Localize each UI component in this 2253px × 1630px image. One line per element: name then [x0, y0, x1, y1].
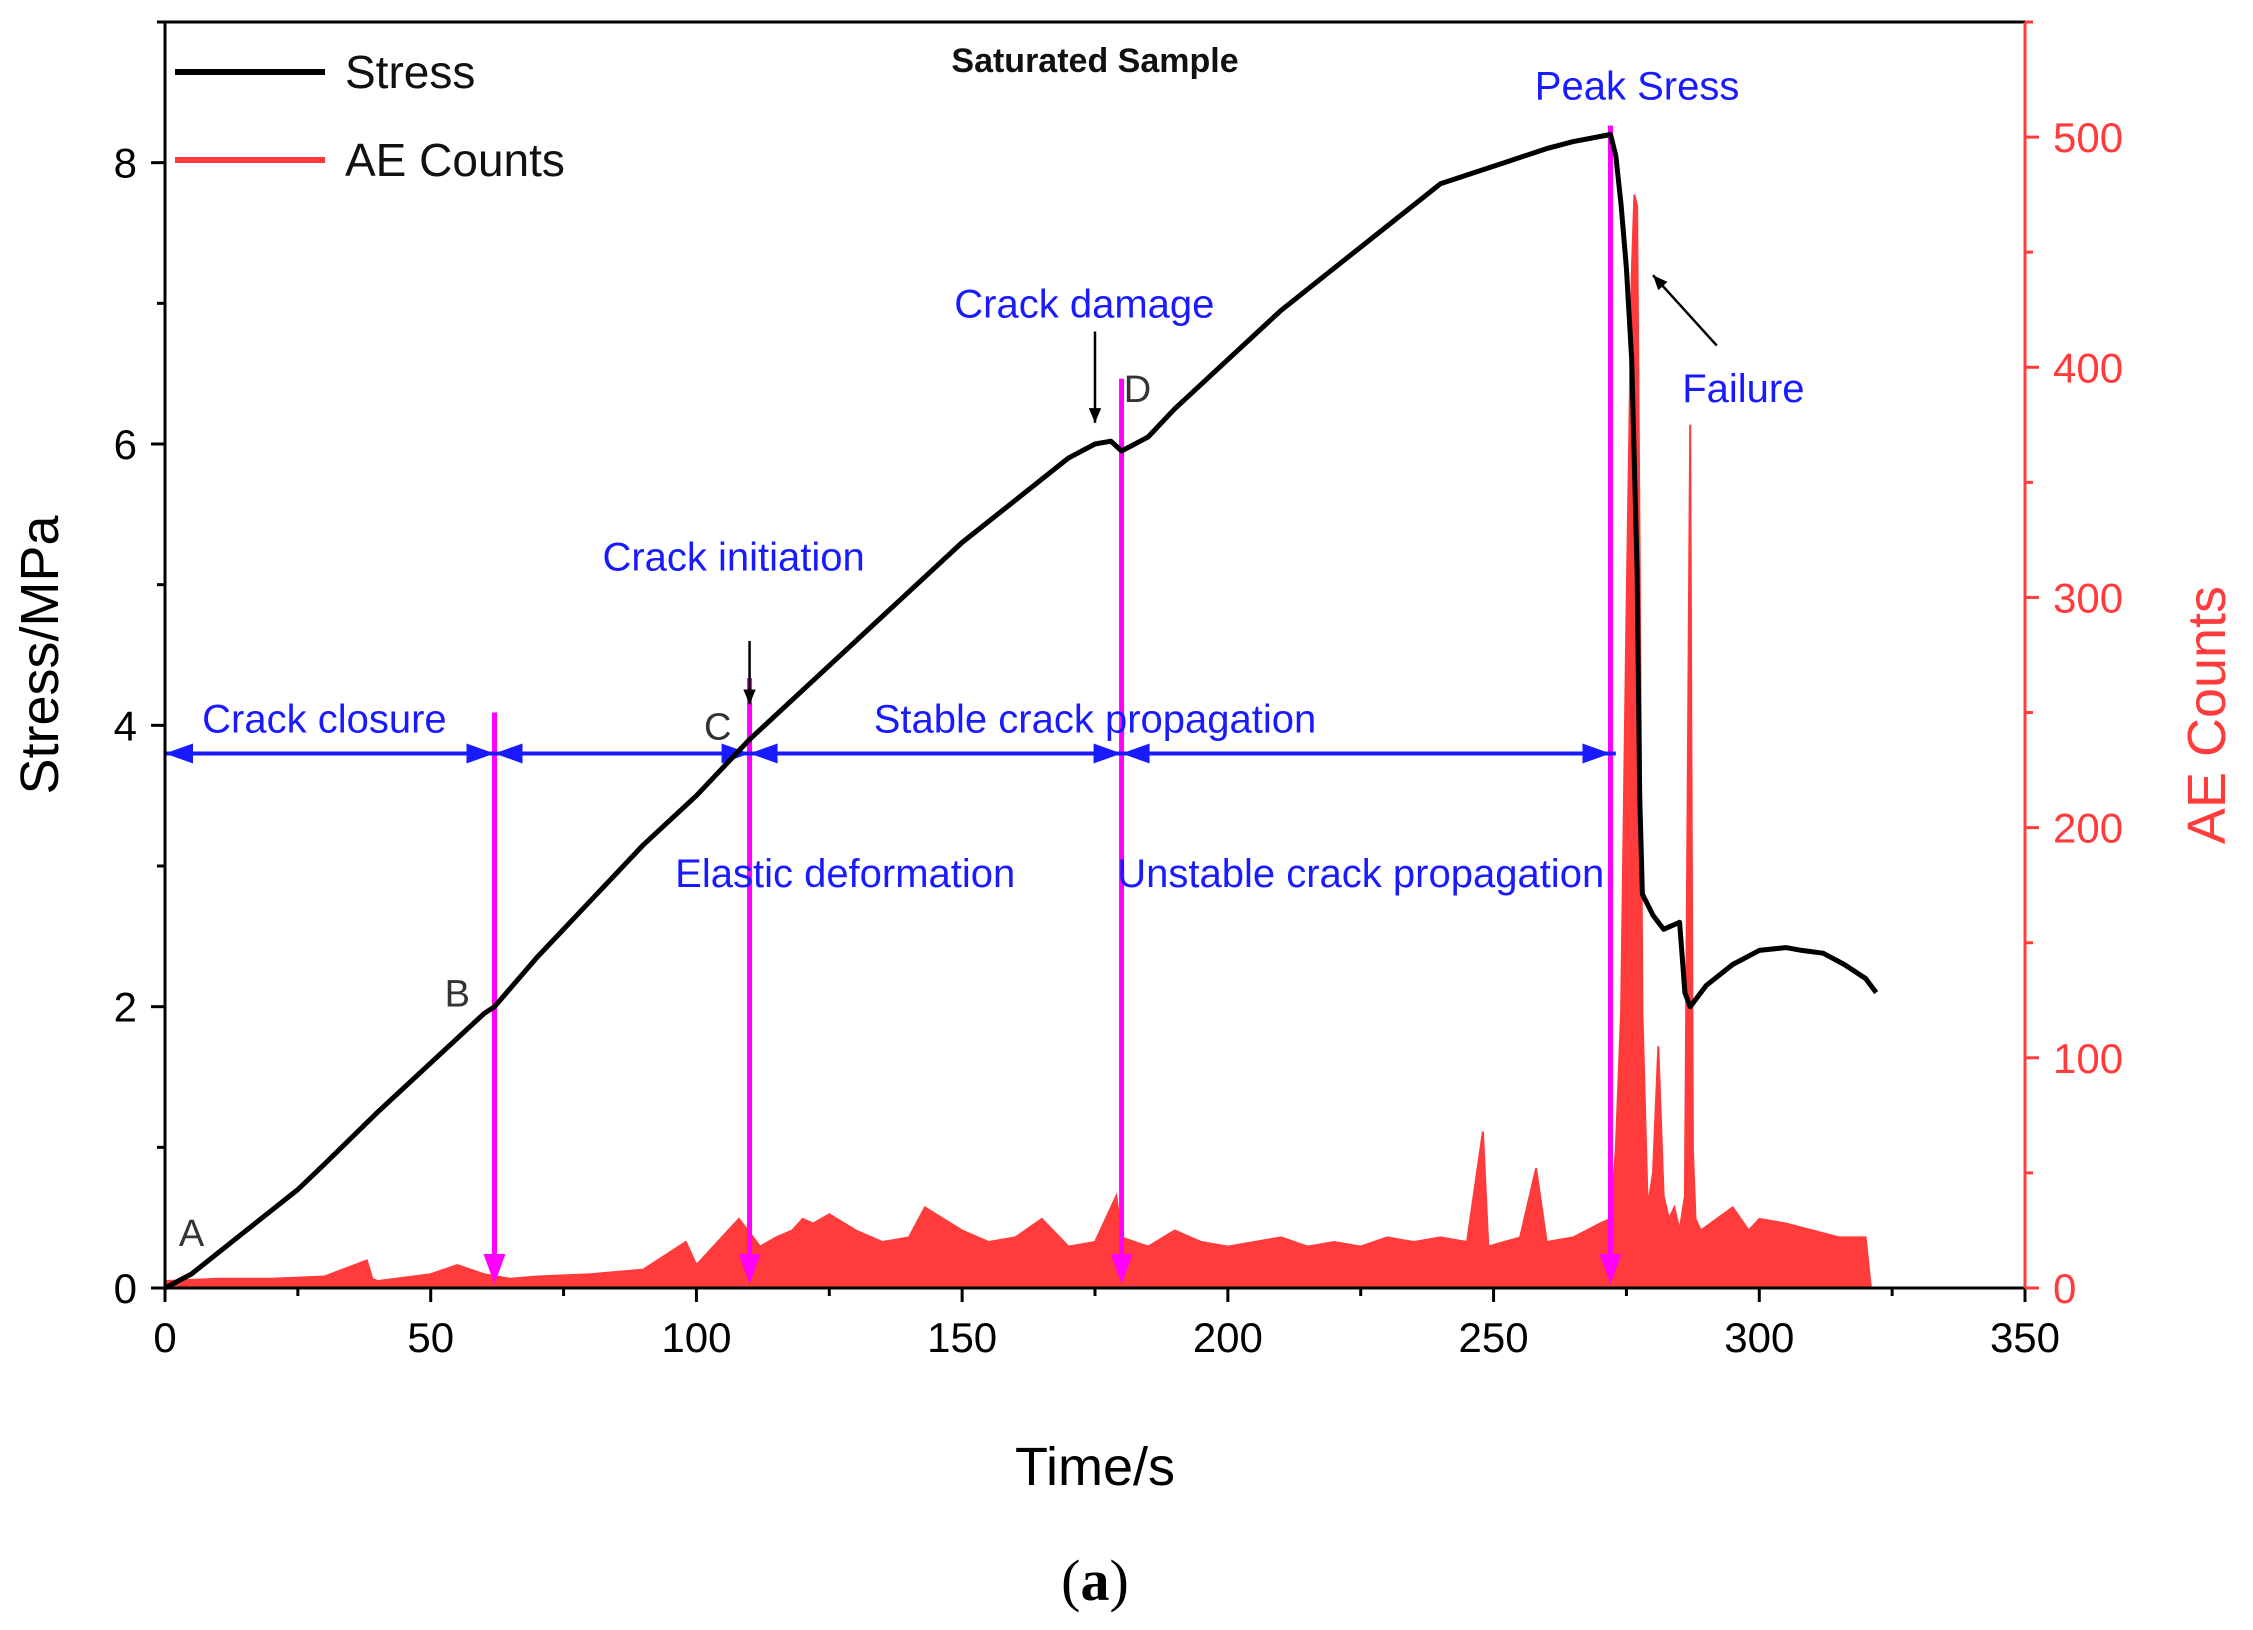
- annotation-3: Unstable crack propagation: [1117, 852, 1604, 896]
- phase-boundary-arrowhead-3: [1599, 1254, 1622, 1284]
- point-label-b: B: [445, 974, 470, 1016]
- crack-damage-arrow-head: [1088, 408, 1102, 423]
- y2-axis-title: AE Counts: [2177, 586, 2237, 844]
- x-tick-label-7: 350: [1990, 1314, 2060, 1361]
- phase-boundary-arrowhead-1: [738, 1254, 761, 1284]
- y2-tick-label-3: 300: [2053, 574, 2123, 621]
- failure-arrow-head: [1653, 275, 1668, 291]
- crack-initiation-arrow-head: [743, 689, 756, 705]
- figure-caption-letter: a: [1081, 1548, 1110, 1613]
- annotation-4: Crack initiation: [602, 536, 864, 580]
- y2-tick-label-0: 0: [2053, 1265, 2076, 1312]
- x-tick-label-2: 100: [661, 1314, 731, 1361]
- phase-span-arrow-left-2: [749, 743, 778, 764]
- phase-span-arrow-right-3: [1582, 743, 1611, 764]
- y-tick-label-1: 2: [114, 984, 137, 1031]
- point-label-a: A: [179, 1213, 205, 1255]
- annotation-0: Crack closure: [202, 697, 447, 741]
- phase-boundary-markers: [483, 125, 1622, 1284]
- figure-caption: (a): [1061, 1548, 1129, 1613]
- x-tick-label-3: 150: [927, 1314, 997, 1361]
- y-tick-label-2: 4: [114, 702, 137, 749]
- y2-tick-label-4: 400: [2053, 344, 2123, 391]
- x-tick-label-6: 300: [1724, 1314, 1794, 1361]
- y-tick-label-4: 8: [114, 140, 137, 187]
- annotations: Crack closure Elastic deformation Stable c…: [179, 64, 1805, 1254]
- axes: 0 50 100 150 200 250 300 3500246801002003004005…: [114, 20, 2123, 1361]
- y2-tick-label-5: 500: [2053, 114, 2123, 161]
- legend-stress-label: Stress: [345, 46, 475, 98]
- legend-ae-label: AE Counts: [345, 134, 565, 186]
- x-tick-label-4: 200: [1193, 1314, 1263, 1361]
- phase-boundary-arrowhead-2: [1110, 1254, 1133, 1284]
- phase-span-arrow-left-0: [165, 743, 193, 764]
- y-tick-label-0: 0: [114, 1265, 137, 1312]
- x-axis-title: Time/s: [1015, 1437, 1175, 1497]
- chart-title: Saturated Sample: [951, 42, 1238, 80]
- annotation-2: Stable crack propagation: [874, 697, 1317, 741]
- annotation-1: Elastic deformation: [675, 852, 1015, 896]
- failure-arrow-shaft: [1652, 274, 1718, 347]
- annotation-5: Crack damage: [954, 282, 1214, 326]
- ae-counts-area: [164, 194, 1873, 1289]
- y-tick-label-3: 6: [114, 421, 137, 468]
- annotation-7: Failure: [1682, 367, 1804, 411]
- phase-boundary-arrowhead-0: [483, 1254, 506, 1284]
- y-axis-title: Stress/MPa: [10, 515, 70, 795]
- plot-frame: [163, 20, 2027, 1290]
- phase-span-arrow-left-3: [1121, 743, 1150, 764]
- y2-tick-label-2: 200: [2053, 805, 2123, 852]
- phase-span-arrow-left-1: [494, 743, 523, 764]
- x-tick-label-5: 250: [1459, 1314, 1529, 1361]
- y2-tick-label-1: 100: [2053, 1035, 2123, 1082]
- x-tick-label-1: 50: [407, 1314, 454, 1361]
- ae-counts-series: [164, 194, 1873, 1289]
- x-tick-label-0: 0: [153, 1314, 176, 1361]
- annotation-6: Peak Sress: [1535, 64, 1740, 108]
- phase-span-arrows: [165, 743, 1616, 764]
- stress-series-line: [163, 132, 1879, 1291]
- point-label-c: C: [704, 706, 731, 748]
- phase-span-arrow-right-0: [466, 743, 495, 764]
- phase-span-arrow-right-2: [1093, 743, 1122, 764]
- point-label-d: D: [1124, 369, 1151, 411]
